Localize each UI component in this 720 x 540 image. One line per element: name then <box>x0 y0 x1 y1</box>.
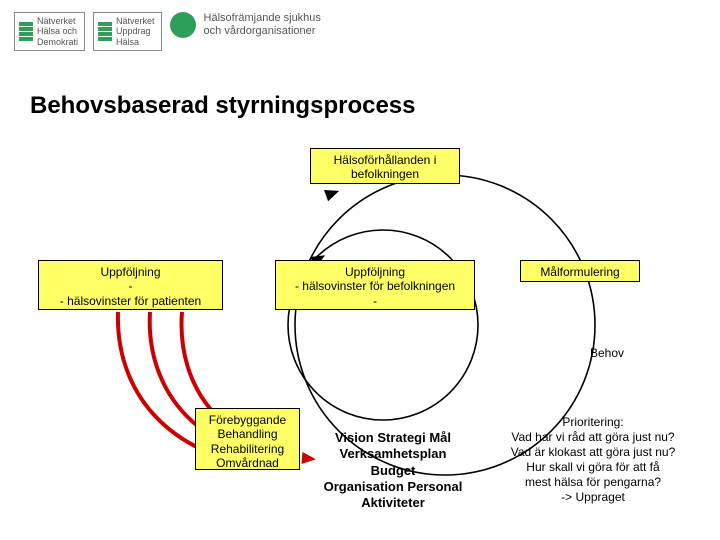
logo-text: Hälsofrämjande sjukhus och vårdorganisat… <box>204 12 321 37</box>
box-forebyggande: Förebyggande Behandling Rehabilitering O… <box>195 408 300 470</box>
logo-bar: Nätverket Hälsa och Demokrati Nätverket … <box>14 12 321 51</box>
text-vision-strategi: Vision Strategi Mål Verksamhetsplan Budg… <box>308 430 478 511</box>
logo-text: Nätverket Hälsa och Demokrati <box>37 16 78 47</box>
text-prioritering: Prioritering: Vad har vi råd att göra ju… <box>488 415 698 505</box>
box-halsoforhallanden: Hälsoförhållanden i befolkningen <box>310 148 460 184</box>
page-title: Behovsbaserad styrningsprocess <box>30 92 416 120</box>
label-behov: Behov <box>590 346 624 360</box>
logo-natverket-uppdrag-halsa: Nätverket Uppdrag Hälsa <box>93 12 162 51</box>
box-uppfoljning-befolkning: Uppföljning - hälsovinster för befolknin… <box>275 260 475 310</box>
logo-text: Nätverket Uppdrag Hälsa <box>116 16 155 47</box>
box-malformulering: Målformulering <box>520 260 640 282</box>
logo-halsoframjande: Hälsofrämjande sjukhus och vårdorganisat… <box>170 12 321 38</box>
logo-stripes-icon <box>19 22 33 41</box>
green-dot-icon <box>170 12 196 38</box>
box-uppfoljning-patient: Uppföljning - - hälsovinster för patient… <box>38 260 223 310</box>
logo-stripes-icon <box>98 22 112 41</box>
logo-natverket-halsa-demokrati: Nätverket Hälsa och Demokrati <box>14 12 85 51</box>
